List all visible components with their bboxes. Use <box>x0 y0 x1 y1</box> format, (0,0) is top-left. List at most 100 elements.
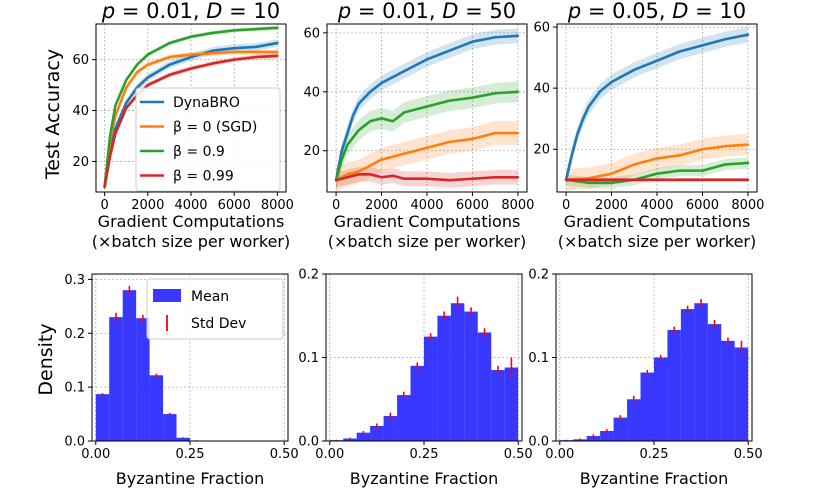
histogram-bar <box>600 430 614 441</box>
y-tick-label: 40 <box>303 85 320 100</box>
histogram-bar <box>734 347 749 441</box>
histogram-bar <box>176 437 190 441</box>
histogram-bar <box>586 435 601 441</box>
x-tick-label: 6000 <box>456 198 489 213</box>
x-axis-label-secondary: (×batch size per worker) <box>558 232 757 251</box>
x-tick-label: 2000 <box>365 198 398 213</box>
confidence-band <box>566 27 748 188</box>
x-tick-label: 8000 <box>261 198 294 213</box>
x-tick-label: 0.50 <box>734 447 763 462</box>
legend-label: Mean <box>191 289 229 305</box>
chart-title: p = 0.01, D = 10 <box>101 0 280 23</box>
chart-hist1: 0.00 0.25 0.50 0.0 0.1 0.2 0.3 Byzantine Fracti… <box>35 273 299 488</box>
histogram-bar <box>163 414 177 441</box>
histogram-bar <box>627 399 641 441</box>
chart-acc3: 0 2000 4000 6000 8000 20 40 60 p = 0.05, D = 10 G… <box>533 0 764 251</box>
plot-area <box>103 25 279 191</box>
series-line <box>564 33 750 182</box>
x-tick-label: 4000 <box>174 198 207 213</box>
title-part: p <box>101 0 115 23</box>
x-axis-label: Gradient Computations <box>98 212 285 231</box>
chart-acc2: 0 2000 4000 6000 8000 20 40 60 p = 0.01, D = 50 G… <box>303 0 534 251</box>
histogram-bar <box>640 372 654 441</box>
x-tick-label: 0 <box>562 198 570 213</box>
histogram-bar <box>343 438 357 441</box>
y-tick-label: 0.3 <box>64 273 85 288</box>
x-tick-label: 6000 <box>218 198 251 213</box>
x-tick-label: 0.00 <box>81 447 110 462</box>
y-tick-label: 40 <box>533 82 550 97</box>
histogram-bar <box>383 415 398 441</box>
histogram-bar <box>136 318 150 441</box>
x-axis-label: Byzantine Fraction <box>350 469 498 488</box>
legend-box <box>135 87 281 192</box>
histogram-bar <box>680 309 695 441</box>
series-line <box>103 41 279 189</box>
y-tick-label: 0.0 <box>528 435 549 450</box>
title-part: = 10 <box>222 0 280 23</box>
x-tick-label: 0 <box>332 198 340 213</box>
histogram-bar <box>397 395 411 441</box>
x-tick-label: 2000 <box>131 198 164 213</box>
title-part: p <box>337 0 351 23</box>
y-tick-label: 60 <box>303 26 320 41</box>
x-axis-label: Byzantine Fraction <box>580 469 728 488</box>
chart-hist2: 0.00 0.25 0.50 0.0 0.1 0.2 Byzantine Fraction <box>298 268 532 488</box>
x-tick-label: 0.50 <box>270 447 299 462</box>
x-tick-label: 6000 <box>686 198 719 213</box>
title-part: D <box>442 0 458 23</box>
legend-label: DynaBRO <box>173 95 240 111</box>
histogram-bar <box>149 375 164 441</box>
chart-acc1: 0 2000 4000 6000 8000 20 40 60 p = 0.01, D = 10 G… <box>42 0 294 251</box>
plot-area <box>564 27 750 191</box>
histogram-bar <box>437 315 451 441</box>
histogram-bar <box>721 340 735 441</box>
x-axis-label-secondary: (×batch size per worker) <box>92 232 291 251</box>
y-tick-label: 0.2 <box>64 327 85 342</box>
histogram-bar <box>504 367 519 441</box>
series-line <box>564 161 750 185</box>
y-tick-label: 20 <box>303 144 320 159</box>
y-tick-label: 0.1 <box>528 351 549 366</box>
x-axis-label: Byzantine Fraction <box>116 469 264 488</box>
title-part: = 50 <box>458 0 516 23</box>
x-tick-label: 0.25 <box>640 447 669 462</box>
chart-hist3: 0.00 0.25 0.50 0.0 0.1 0.2 Byzantine Fraction <box>528 268 762 488</box>
histogram-bar <box>653 357 668 441</box>
chart-title: p = 0.05, D = 10 <box>567 0 746 23</box>
x-tick-label: 0 <box>100 198 108 213</box>
y-tick-label: 0.0 <box>298 435 319 450</box>
confidence-band <box>336 166 518 188</box>
legend-label: β = 0 (SGD) <box>173 120 257 136</box>
plot-area <box>334 28 520 192</box>
histogram-bar <box>356 432 371 441</box>
histogram-bar <box>122 290 137 441</box>
y-axis-label: Density <box>35 323 57 395</box>
x-tick-label: 8000 <box>501 198 534 213</box>
legend-swatch-mean <box>153 289 181 302</box>
histogram-bar <box>423 336 438 441</box>
y-tick-label: 0.1 <box>64 381 85 396</box>
x-tick-label: 8000 <box>731 198 764 213</box>
histogram-bar <box>491 370 505 441</box>
y-tick-label: 60 <box>533 21 550 36</box>
series-line <box>334 173 520 182</box>
x-tick-label: 0.25 <box>176 447 205 462</box>
confidence-band <box>336 81 518 191</box>
x-tick-label: 0.50 <box>504 447 533 462</box>
histogram-bar <box>95 394 110 441</box>
x-tick-label: 4000 <box>640 198 673 213</box>
series-line <box>334 34 520 182</box>
x-tick-label: 0.00 <box>315 447 344 462</box>
title-part: = 0.05, <box>581 0 672 23</box>
y-tick-label: 60 <box>72 53 89 68</box>
legend-label: β = 0.9 <box>173 144 225 160</box>
histogram-bar <box>707 324 722 441</box>
series-line <box>334 131 520 182</box>
y-tick-label: 0.0 <box>64 435 85 450</box>
histogram-bar <box>109 317 123 441</box>
x-axis-label-secondary: (×batch size per worker) <box>328 232 527 251</box>
series-line <box>103 50 279 189</box>
series-line <box>564 143 750 182</box>
